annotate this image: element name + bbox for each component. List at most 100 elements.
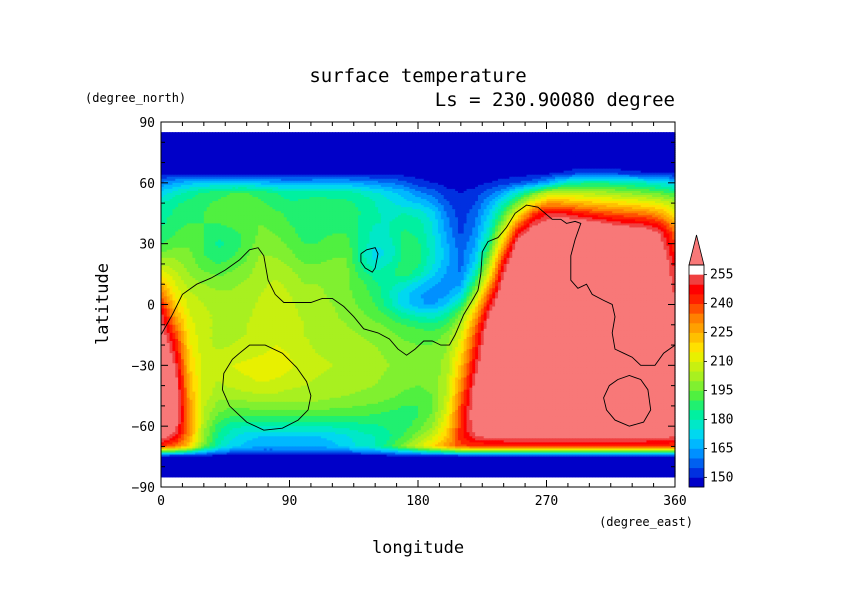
field-cell xyxy=(358,148,362,151)
field-cell xyxy=(338,140,342,143)
field-cell xyxy=(163,152,168,156)
field-cell xyxy=(166,142,171,145)
field-cell xyxy=(637,142,642,145)
field-cell xyxy=(515,156,519,160)
field-cell xyxy=(306,140,311,143)
field-cell xyxy=(609,144,613,147)
field-cell xyxy=(278,150,282,154)
field-cell xyxy=(595,158,599,162)
field-cell xyxy=(649,156,653,160)
field-cell xyxy=(195,134,199,137)
field-cell xyxy=(500,138,505,141)
field-cell xyxy=(386,152,391,156)
field-cell xyxy=(663,152,668,156)
field-cell xyxy=(238,138,242,141)
field-cell xyxy=(249,144,253,147)
field-cell xyxy=(198,158,202,162)
field-cell xyxy=(252,150,256,154)
field-cell xyxy=(503,146,508,149)
y-units-label: (degree_north) xyxy=(85,91,186,105)
field-cell xyxy=(446,146,451,149)
field-cell xyxy=(483,154,488,158)
field-cell xyxy=(500,134,505,137)
field-cell xyxy=(369,140,373,143)
field-cell xyxy=(375,132,379,135)
field-cell xyxy=(486,138,490,141)
field-cell xyxy=(657,136,662,139)
field-cell xyxy=(292,156,296,160)
field-cell xyxy=(629,148,633,151)
field-cell xyxy=(657,152,662,156)
field-cell xyxy=(186,156,191,160)
field-cell xyxy=(569,154,573,158)
field-cell xyxy=(358,146,362,149)
field-cell xyxy=(483,140,488,143)
field-cell xyxy=(620,150,625,154)
field-cell xyxy=(398,146,402,149)
field-cell xyxy=(292,154,296,158)
field-cell xyxy=(169,154,174,158)
field-cell xyxy=(203,134,208,137)
field-cell xyxy=(492,144,496,147)
field-cell xyxy=(646,156,650,160)
field-cell xyxy=(246,160,251,164)
field-cell xyxy=(569,132,573,135)
field-cell xyxy=(269,146,273,149)
field-cell xyxy=(289,132,293,135)
field-cell xyxy=(349,140,353,143)
field-cell xyxy=(303,142,308,145)
field-cell xyxy=(286,142,291,145)
field-cell xyxy=(583,142,588,145)
field-cell xyxy=(475,132,479,135)
field-cell xyxy=(318,146,322,149)
field-cell xyxy=(629,134,633,137)
field-cell xyxy=(409,138,413,141)
field-cell xyxy=(520,136,525,139)
field-cell xyxy=(529,154,533,158)
field-cell xyxy=(457,134,462,137)
field-cell xyxy=(655,142,659,145)
field-cell xyxy=(220,132,225,135)
field-cell xyxy=(166,156,171,160)
field-cell xyxy=(343,138,348,141)
field-cell xyxy=(352,154,356,158)
field-cell xyxy=(215,152,219,156)
field-cell xyxy=(383,150,388,154)
field-cell xyxy=(609,154,613,158)
field-cell xyxy=(583,156,588,160)
field-cell xyxy=(175,132,179,135)
field-cell xyxy=(432,152,436,156)
field-cell xyxy=(475,134,479,137)
field-cell xyxy=(246,132,251,135)
field-cell xyxy=(312,134,316,137)
field-cell xyxy=(366,132,371,135)
field-cell xyxy=(649,146,653,149)
field-cell xyxy=(338,148,342,151)
field-cell xyxy=(537,146,542,149)
field-cell xyxy=(540,158,545,162)
field-cell xyxy=(486,142,490,145)
field-cell xyxy=(503,134,508,137)
field-cell xyxy=(652,138,656,141)
field-cell xyxy=(189,150,194,154)
field-cell xyxy=(489,156,493,160)
field-cell xyxy=(229,144,233,147)
field-cell xyxy=(263,158,268,162)
field-cell xyxy=(269,136,273,139)
field-cell xyxy=(497,146,502,149)
field-cell xyxy=(589,146,593,149)
field-cell xyxy=(549,152,553,156)
field-cell xyxy=(546,144,550,147)
field-cell xyxy=(383,138,388,141)
field-cell xyxy=(443,140,448,143)
field-cell xyxy=(269,132,273,135)
field-cell xyxy=(472,142,476,145)
field-cell xyxy=(212,148,216,151)
field-cell xyxy=(543,154,548,158)
field-cell xyxy=(472,140,476,143)
field-cell xyxy=(169,136,174,139)
field-cell xyxy=(415,136,419,139)
field-cell xyxy=(300,140,305,143)
field-cell xyxy=(300,134,305,137)
